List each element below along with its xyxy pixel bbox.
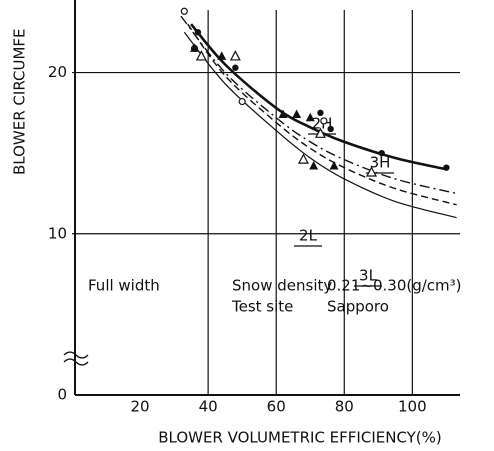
- point: [314, 127, 326, 138]
- point: [190, 43, 200, 52]
- point: [278, 109, 288, 118]
- x-tick-label: 20: [131, 398, 150, 416]
- point: [297, 153, 309, 164]
- point: [320, 117, 328, 125]
- curve: [183, 31, 457, 219]
- point: [292, 109, 302, 118]
- annotation: Snow density: [232, 277, 332, 295]
- annotation: 0.21~0.30(g/cm³): [327, 277, 462, 295]
- x-tick-label: 100: [398, 398, 427, 416]
- point: [305, 112, 315, 122]
- curve-label: 2L: [299, 227, 318, 245]
- point: [366, 166, 378, 177]
- point: [327, 125, 334, 133]
- y-axis-label: BLOWER CIRCUMFE: [11, 29, 29, 176]
- point: [229, 50, 241, 61]
- x-tick-label: 40: [199, 398, 218, 416]
- x-axis-label: BLOWER VOLUMETRIC EFFICIENCY(%): [158, 429, 442, 447]
- curve-label: 3L: [359, 267, 378, 285]
- curve: [180, 15, 457, 195]
- annotation: Full width: [88, 277, 160, 295]
- point: [378, 149, 385, 157]
- point: [194, 29, 202, 36]
- point: [217, 51, 227, 60]
- point: [180, 7, 188, 15]
- y-tick-label: 0: [57, 386, 67, 404]
- curve: [190, 23, 447, 171]
- point: [238, 97, 246, 106]
- point: [329, 161, 339, 170]
- point: [195, 50, 207, 61]
- point: [443, 164, 450, 171]
- x-tick-label: 60: [267, 398, 286, 416]
- curve: [187, 23, 457, 206]
- x-tick-label: 80: [335, 398, 354, 416]
- point: [309, 161, 319, 170]
- point: [232, 64, 239, 71]
- annotation: Test site: [231, 298, 293, 316]
- y-tick-label: 20: [48, 63, 67, 81]
- point: [317, 109, 324, 117]
- annotation: Sapporo: [327, 298, 389, 316]
- curve-label: 3H: [370, 154, 391, 172]
- y-tick-label: 10: [48, 224, 67, 242]
